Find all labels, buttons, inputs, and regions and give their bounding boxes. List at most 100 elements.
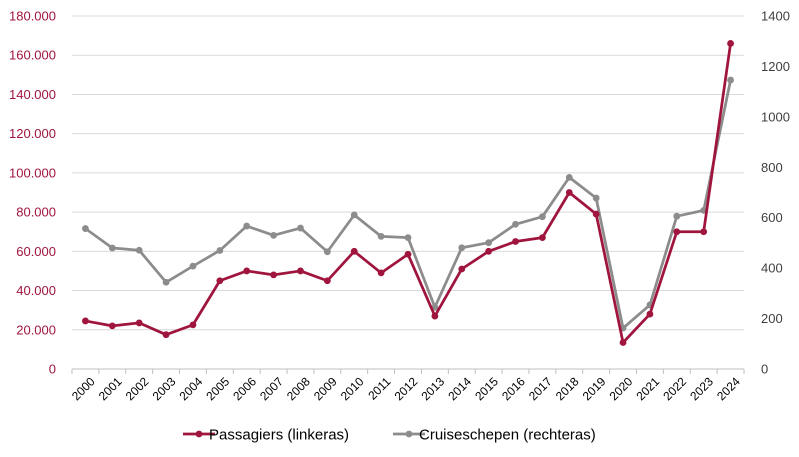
data-point-cruiseschepen [243,222,251,230]
left-axis-tick-label: 80.000 [16,205,56,220]
x-axis-tick-label: 2009 [311,374,340,403]
data-point-passagiers [512,238,519,245]
data-point-passagiers [404,250,412,258]
data-point-cruiseschepen [82,225,89,232]
left-axis-tick-label: 100.000 [9,165,56,180]
right-axis-ticks: 0 200 400 600 800 1000 1200 1400 [761,9,790,377]
data-point-passagiers [646,310,654,318]
x-axis-tick-label: 2008 [284,374,313,403]
series-line-passagiers [85,43,732,344]
data-point-cruiseschepen [297,224,304,232]
data-point-passagiers [82,317,89,325]
right-axis-tick-label: 1400 [761,9,790,24]
x-axis-tick-label: 2022 [660,374,689,403]
data-point-cruiseschepen [458,244,466,252]
x-axis-tick-label: 2015 [472,374,501,403]
x-axis-tick-label: 2012 [392,374,421,403]
left-axis-tick-label: 40.000 [16,283,56,298]
data-point-cruiseschepen [485,239,493,247]
right-axis-tick-label: 400 [761,261,783,276]
data-point-passagiers [243,267,251,275]
data-point-passagiers [270,271,277,279]
legend-label-passagiers: Passagiers (linkeras) [209,427,349,444]
data-point-cruiseschepen [216,247,224,254]
data-point-passagiers [323,277,331,285]
x-axis-tick-label: 2017 [526,374,555,403]
right-axis-tick-label: 1000 [761,109,790,124]
data-point-passagiers [673,228,681,236]
left-axis-tick-label: 60.000 [16,244,56,259]
x-axis-tick-label: 2014 [445,374,474,403]
left-axis-tick-label: 180.000 [9,9,56,24]
legend-label-cruiseschepen: Cruiseschepen (rechteras) [419,427,596,444]
x-axis-tick-label: 2000 [69,374,98,403]
x-axis-tick-label: 2003 [150,374,179,403]
right-axis-tick-label: 0 [761,362,768,377]
right-axis-tick-label: 1200 [761,59,790,74]
data-point-cruiseschepen [108,244,116,252]
data-point-passagiers [619,339,627,346]
data-point-cruiseschepen [350,211,358,219]
data-point-cruiseschepen [270,231,277,239]
x-axis-tick-label: 2004 [177,374,206,403]
data-point-passagiers [431,312,439,320]
data-point-passagiers [297,267,304,275]
x-axis-tick-label: 2005 [203,374,232,403]
x-axis-tick-label: 2011 [365,374,393,402]
data-point-passagiers [350,247,358,255]
x-axis-tick-label: 2006 [230,374,259,403]
data-point-cruiseschepen [377,232,385,240]
data-point-passagiers [539,234,546,242]
data-point-passagiers [458,265,466,273]
x-axis-tick-label: 2024 [714,374,743,403]
data-point-passagiers [377,269,385,277]
data-point-passagiers [727,40,734,47]
left-axis-tick-label: 0 [49,362,56,377]
x-axis-tick-label: 2016 [499,374,528,403]
legend-marker-passagiers [195,430,203,438]
data-point-passagiers [162,331,170,339]
x-axis-tick-label: 2018 [553,374,582,403]
left-axis-tick-label: 120.000 [9,126,56,141]
legend-marker-cruiseschepen [405,430,413,438]
data-point-passagiers [135,319,143,327]
data-point-cruiseschepen [512,220,519,228]
x-axis-tick-label: 2020 [607,374,636,403]
x-axis-ticks: 2000200120022003200420052006200720082009… [69,368,745,403]
right-axis-tick-label: 800 [761,160,783,175]
data-point-passagiers [189,321,197,329]
series-layer [82,40,734,346]
data-point-passagiers [485,247,493,255]
data-point-cruiseschepen [189,262,197,270]
data-point-passagiers [565,189,573,196]
data-point-cruiseschepen [539,213,546,221]
x-axis-tick-label: 2007 [257,374,286,403]
x-axis-tick-label: 2010 [338,374,367,403]
x-axis-tick-label: 2002 [123,374,152,403]
data-point-passagiers [592,210,600,218]
data-point-cruiseschepen [565,173,573,181]
x-axis-tick-label: 2023 [687,374,716,403]
left-axis-ticks: 0 20.000 40.000 60.000 80.000 100.000 120.000 1… [9,9,56,377]
data-point-cruiseschepen [323,248,331,256]
x-axis-tick-label: 2013 [418,374,447,403]
data-point-cruiseschepen [592,194,600,202]
left-axis-tick-label: 20.000 [16,322,56,337]
x-axis-tick-label: 2021 [633,374,662,403]
right-axis-tick-label: 600 [761,210,783,225]
left-axis-tick-label: 160.000 [9,48,56,63]
gridlines [72,15,744,370]
x-axis-tick-label: 2001 [96,374,125,403]
x-axis-tick-label: 2019 [580,374,609,403]
data-point-passagiers [216,277,224,285]
data-point-cruiseschepen [162,278,170,286]
data-point-passagiers [700,228,708,236]
data-point-cruiseschepen [673,212,681,220]
right-axis-tick-label: 200 [761,311,783,326]
data-point-cruiseschepen [727,76,734,84]
data-point-passagiers [108,322,116,330]
left-axis-tick-label: 140.000 [9,87,56,102]
legend: Passagiers (linkeras) Cruiseschepen (rech… [183,427,596,444]
data-point-cruiseschepen [135,246,143,254]
